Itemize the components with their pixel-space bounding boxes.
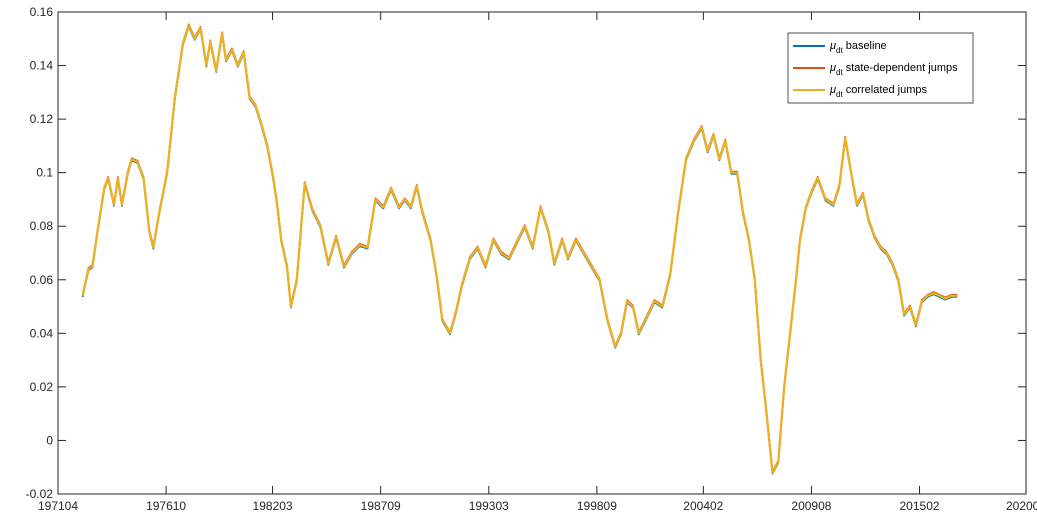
y-tick-label: 0.14 (30, 59, 54, 73)
legend-label: state-dependent jumps (846, 62, 958, 74)
y-tick-label: 0.08 (30, 219, 54, 233)
y-tick-label: 0.04 (30, 326, 54, 340)
x-tick-label: 201502 (900, 499, 940, 513)
x-tick-label: 197104 (38, 499, 78, 513)
x-tick-label: 200908 (791, 499, 831, 513)
y-tick-label: 0.02 (30, 380, 54, 394)
series-line-correlated-jumps (81, 24, 958, 474)
y-tick-label: 0 (46, 433, 53, 447)
legend-subscript: dt (836, 46, 843, 55)
legend-label: correlated jumps (846, 84, 928, 96)
series-layer (81, 23, 958, 475)
y-tick-label: -0.02 (26, 487, 54, 501)
y-tick-label: 0.1 (36, 166, 53, 180)
legend-entry-baseline: μdt baseline (829, 40, 887, 55)
legend-label: baseline (846, 40, 887, 52)
x-tick-label: 202007 (1006, 499, 1037, 513)
legend-subscript: dt (836, 90, 843, 99)
legend-entry-correlated: μdt correlated jumps (829, 84, 928, 99)
x-tick-label: 198709 (361, 499, 401, 513)
tick-layer: 197104 197610 198203 198709 199303 199809 2004… (26, 5, 1037, 513)
legend: μdt baseline μdt state-dependent jumps μdt… (787, 32, 974, 104)
axes-box (57, 11, 1027, 495)
x-tick-label: 200402 (683, 499, 723, 513)
legend-symbol: μ (829, 40, 836, 52)
x-tick-label: 198203 (253, 499, 293, 513)
x-tick-label: 199303 (469, 499, 509, 513)
legend-entry-state-dependent: μdt state-dependent jumps (829, 62, 958, 77)
legend-symbol: μ (829, 84, 836, 96)
y-tick-label: 0.12 (30, 112, 54, 126)
x-tick-label: 199809 (577, 499, 617, 513)
x-tick-label: 197610 (146, 499, 186, 513)
y-tick-label: 0.06 (30, 273, 54, 287)
y-tick-label: 0.16 (30, 5, 54, 19)
legend-subscript: dt (836, 68, 843, 77)
legend-symbol: μ (829, 62, 836, 74)
